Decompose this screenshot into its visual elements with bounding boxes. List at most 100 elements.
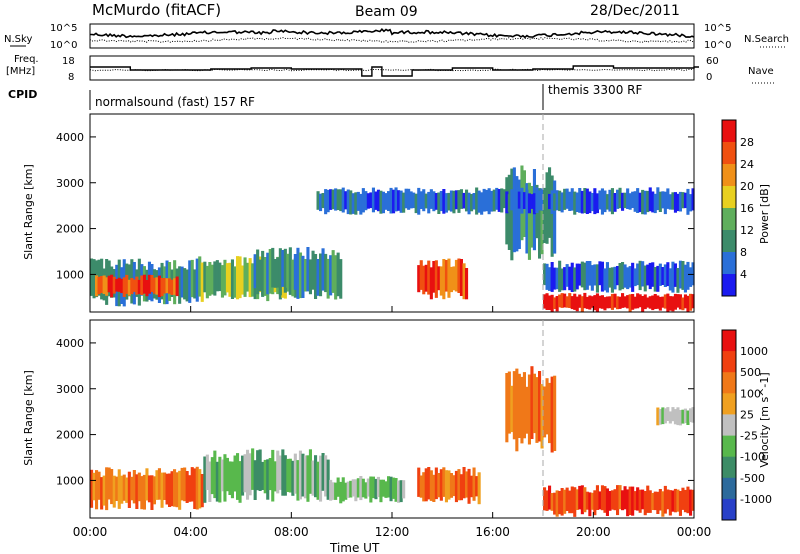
velocity-cell [359, 476, 363, 501]
power-colorbar-swatch [722, 274, 736, 297]
power-cell [454, 259, 458, 292]
power-cell [465, 189, 469, 212]
power-cell [444, 260, 448, 292]
velocity-cell [633, 491, 637, 511]
power-cell [626, 188, 630, 209]
velocity-cell [97, 471, 101, 500]
freq-label-1: Freq. [14, 54, 39, 65]
velocity-cell [578, 485, 582, 510]
velocity-cell [293, 453, 297, 494]
velocity-cell [308, 449, 312, 494]
power-cell [515, 176, 519, 252]
velocity-cell [147, 475, 151, 503]
velocity-cell [439, 469, 443, 501]
power-cell [497, 189, 501, 212]
velocity-cell [341, 477, 345, 502]
velocity-cell [392, 477, 396, 499]
velocity-cell [691, 489, 695, 511]
power-cell [610, 188, 614, 215]
power-cell [487, 188, 491, 215]
velocity-cell [397, 480, 401, 503]
power-cell [595, 264, 599, 293]
power-cell [643, 190, 647, 215]
power-cell [364, 191, 368, 211]
power-cell [555, 296, 559, 312]
power-cell [374, 191, 378, 210]
velocity-cell [608, 491, 612, 511]
power-cell [618, 187, 622, 209]
power-cell [661, 191, 665, 209]
power-cell [563, 267, 567, 291]
velocity-cell [311, 460, 315, 496]
velocity-cell [379, 479, 383, 503]
power-cell [389, 187, 393, 214]
velocity-cell [115, 476, 119, 501]
power-cell [251, 263, 255, 297]
noise-panel-frame [89, 23, 695, 49]
power-cell [623, 192, 627, 209]
velocity-cell [339, 481, 343, 504]
nsearch-label: N.Search [744, 34, 789, 45]
power-cell [220, 265, 224, 298]
power-cell [573, 293, 577, 310]
velocity-cell [442, 467, 446, 497]
power-cell [608, 189, 612, 212]
power-cell [580, 190, 584, 214]
power-cell [540, 188, 544, 255]
velocity-cell [120, 475, 124, 504]
power-cell [585, 261, 589, 290]
power-cell [459, 259, 463, 296]
power-cell [563, 188, 567, 210]
velocity-cell [668, 411, 672, 424]
power-cell [613, 266, 617, 290]
power-cell [246, 262, 250, 292]
velocity-cell [178, 470, 182, 510]
velocity-cell [535, 377, 539, 443]
velocity-cell [376, 476, 380, 498]
power-cell [454, 190, 458, 210]
x-tick-label: 08:00 [274, 525, 309, 539]
power-cell [568, 293, 572, 308]
velocity-cell [157, 468, 161, 500]
power-cell [553, 180, 557, 254]
velocity-cell [185, 471, 189, 503]
power-cell [394, 187, 398, 212]
power-cell [170, 279, 174, 295]
power-cell [636, 293, 640, 309]
power-cell [459, 189, 463, 209]
power-cell [147, 274, 151, 294]
velocity-cell [538, 371, 542, 442]
power-cell [565, 264, 569, 287]
velocity-cell [683, 408, 687, 424]
power-cell [110, 274, 114, 298]
power-cell [653, 294, 657, 309]
velocity-cell [610, 490, 614, 510]
power-cell [336, 252, 340, 297]
velocity-cell [394, 478, 398, 502]
velocity-cell [336, 477, 340, 497]
velocity-cell [130, 476, 134, 501]
power-cell [387, 191, 391, 211]
power-cell [424, 264, 428, 292]
power-cell [417, 265, 421, 293]
velocity-cell [563, 489, 567, 514]
power-cell [550, 190, 554, 214]
velocity-colorbar-swatch [722, 351, 736, 373]
power-cell [286, 253, 290, 288]
power-cell [188, 260, 192, 303]
velocity-cell [319, 455, 323, 502]
power-cell [560, 268, 564, 291]
velocity-cell [641, 489, 645, 510]
velocity-cell [233, 455, 237, 492]
power-ytick-label: 3000 [56, 177, 84, 190]
power-cell [127, 279, 131, 296]
power-cell [520, 187, 524, 214]
velocity-cell [288, 458, 292, 493]
power-cell [165, 278, 169, 294]
velocity-colorbar-frame [721, 329, 737, 521]
power-colorbar-tick: 12 [740, 224, 754, 237]
power-cell [452, 190, 456, 214]
velocity-cell [230, 461, 234, 499]
velocity-cell [636, 487, 640, 511]
power-cell [308, 259, 312, 295]
